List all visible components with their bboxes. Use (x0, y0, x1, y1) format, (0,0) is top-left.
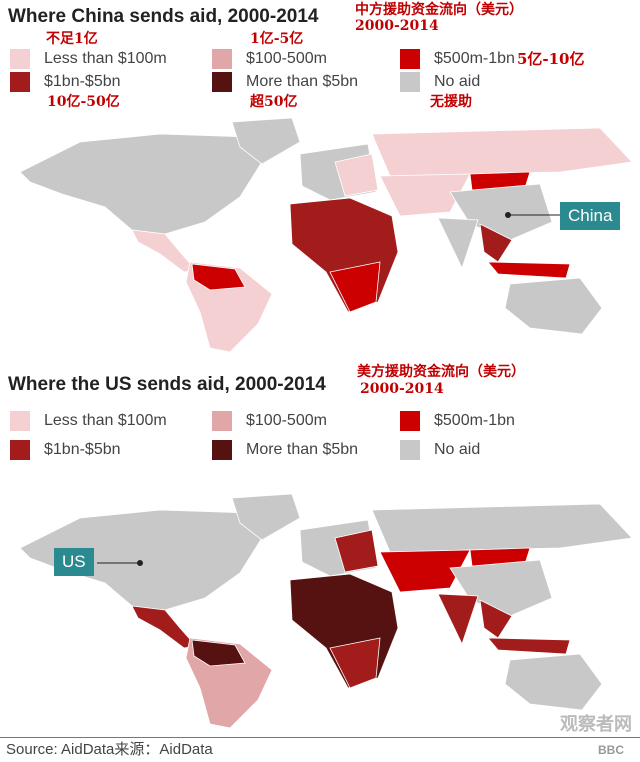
legend-cn-annotation: 10亿-50亿 (47, 94, 120, 110)
legend-swatch (212, 411, 232, 431)
china-map-region-central-asia (379, 173, 471, 217)
china-aid-map (19, 117, 633, 352)
china-map-region-north-america (19, 133, 266, 235)
us-map-region-australia (504, 653, 603, 711)
legend-label: Less than $100m (44, 50, 167, 67)
china-map-region-africa-south (329, 261, 381, 313)
legend-swatch (400, 411, 420, 431)
legend-swatch (212, 440, 232, 460)
legend-label: Less than $100m (44, 412, 167, 429)
us-map-region-central-america (131, 605, 197, 649)
china-map-region-russia (371, 127, 633, 177)
us-map-region-indonesia (487, 637, 571, 655)
legend-cn-annotation: 5亿-10亿 (516, 50, 585, 68)
legend-label: $1bn-$5bn (44, 73, 121, 90)
legend-item: $1bn-$5bn (10, 440, 121, 460)
watermark: 观察者网 (560, 714, 632, 734)
legend-label: More than $5bn (246, 441, 359, 458)
us-map-title: Where the US sends aid, 2000-2014 (8, 374, 326, 395)
legend-swatch (400, 72, 420, 92)
china-callout-label: China (560, 202, 621, 230)
legend-item: More than $5bn (212, 72, 358, 92)
legend-item: $100-500m (212, 49, 327, 69)
legend-item: $500m-1bn 5亿-10亿 (400, 49, 585, 69)
us-aid-map (19, 493, 633, 728)
us-map-region-india (437, 593, 479, 646)
us-map-region-south-america-north (191, 639, 246, 667)
us-map-region-russia (371, 503, 633, 553)
us-map-region-eastern-europe (334, 529, 379, 573)
legend-item: $100-500m (212, 411, 327, 431)
legend-item: More than $5bn (212, 440, 358, 460)
legend-label: $500m-1bn (434, 412, 515, 429)
footer-divider (0, 737, 640, 738)
source-note: Source: AidData来源：AidData (6, 741, 213, 758)
china-map-title: Where China sends aid, 2000-2014 (8, 6, 319, 27)
legend-label: $100-500m (246, 412, 327, 429)
legend-label: No aid (434, 441, 481, 458)
legend-cn-annotation: 1亿-5亿 (250, 31, 304, 47)
us-callout-label: US (54, 548, 94, 576)
china-map-title-cn: 中方援助资金流向（美元） (355, 2, 523, 18)
china-map-region-greenland (231, 117, 301, 165)
china-map-region-central-america (131, 229, 197, 273)
legend-item: No aid (400, 440, 480, 460)
legend-swatch (212, 49, 232, 69)
legend-item: Less than $100m (10, 49, 167, 69)
china-callout-dot (505, 212, 511, 218)
legend-item: Less than $100m (10, 411, 167, 431)
legend-cn-annotation: 无援助 (430, 94, 472, 110)
legend-label: $100-500m (246, 50, 327, 67)
legend-swatch (10, 411, 30, 431)
legend-label: More than $5bn (246, 73, 359, 90)
legend-swatch (10, 72, 30, 92)
bbc-logo: BBC (598, 743, 624, 757)
china-map-region-south-america-north (191, 263, 246, 291)
legend-cn-annotation: 不足1亿 (46, 31, 98, 47)
us-callout-dot (137, 560, 143, 566)
china-map-region-eastern-europe (334, 153, 379, 197)
legend-item: $500m-1bn (400, 411, 515, 431)
china-map-region-india (437, 217, 479, 270)
legend-swatch (10, 440, 30, 460)
legend-swatch (400, 49, 420, 69)
legend-item: $1bn-$5bn (10, 72, 121, 92)
legend-swatch (10, 49, 30, 69)
us-map-title-cn: 美方援助资金流向（美元） (357, 364, 525, 380)
legend-swatch (400, 440, 420, 460)
legend-label: No aid (434, 73, 481, 90)
legend-label: $1bn-$5bn (44, 441, 121, 458)
legend-cn-annotation: 超50亿 (250, 94, 298, 110)
legend-swatch (212, 72, 232, 92)
legend-label: $500m-1bn (434, 50, 515, 67)
us-map-region-greenland (231, 493, 301, 541)
china-map-title-cn-years: 2000-2014 (355, 18, 439, 34)
us-map-region-africa-south (329, 637, 381, 689)
china-map-region-australia (504, 277, 603, 335)
china-map-region-indonesia (487, 261, 571, 279)
us-map-region-central-asia (379, 549, 471, 593)
us-map-title-cn-years: 2000-2014 (360, 381, 444, 397)
legend-item: No aid (400, 72, 480, 92)
